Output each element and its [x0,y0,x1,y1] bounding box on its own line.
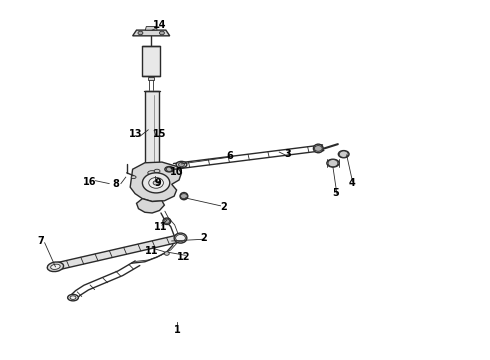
Ellipse shape [68,294,78,301]
Bar [148,77,154,80]
Bar [146,91,159,169]
Text: 11: 11 [154,222,168,231]
Text: 8: 8 [112,179,119,189]
Circle shape [175,234,185,242]
Text: 14: 14 [153,20,166,30]
Text: 3: 3 [285,149,292,159]
Polygon shape [137,199,164,213]
Ellipse shape [180,193,188,200]
Ellipse shape [70,296,76,300]
Circle shape [180,194,187,199]
Ellipse shape [176,161,187,168]
Text: 9: 9 [155,178,161,188]
Ellipse shape [164,252,169,255]
Polygon shape [130,162,181,202]
Circle shape [166,167,172,171]
Text: 16: 16 [83,177,97,187]
Text: 4: 4 [348,178,355,188]
Ellipse shape [338,150,349,158]
Ellipse shape [163,218,171,225]
Ellipse shape [154,169,160,173]
Text: 7: 7 [37,236,44,246]
Text: 2: 2 [200,233,207,243]
Text: 12: 12 [177,252,191,262]
Circle shape [153,181,159,185]
Text: 5: 5 [333,188,339,198]
Ellipse shape [47,262,64,271]
Circle shape [159,31,164,35]
Circle shape [164,219,170,224]
Ellipse shape [327,159,339,167]
Polygon shape [54,235,182,270]
Text: 11: 11 [146,246,159,256]
Ellipse shape [131,176,136,179]
Text: 6: 6 [226,150,233,161]
Circle shape [138,31,143,35]
Text: 15: 15 [153,129,166,139]
Polygon shape [133,30,170,36]
Text: 10: 10 [170,167,183,177]
Circle shape [339,151,348,157]
Polygon shape [146,27,157,30]
Bar [143,45,160,76]
Text: 13: 13 [129,129,143,139]
Text: 1: 1 [174,325,181,335]
Circle shape [328,159,338,167]
Circle shape [143,173,170,193]
Circle shape [149,177,163,188]
Circle shape [178,162,184,167]
Ellipse shape [174,233,187,243]
Ellipse shape [314,144,323,153]
Ellipse shape [148,171,157,175]
Text: 2: 2 [220,202,227,212]
Circle shape [315,145,322,151]
Ellipse shape [165,167,173,172]
Ellipse shape [50,264,60,269]
